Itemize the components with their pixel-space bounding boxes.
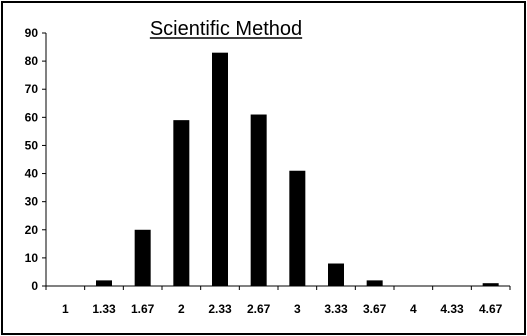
x-tick-label: 3.67 bbox=[363, 302, 387, 316]
x-tick-labels: 1 1.33 1.67 2 2.33 2.67 3 3.33 3.67 4 4.33 4.67 bbox=[62, 302, 503, 316]
x-axis bbox=[45, 285, 511, 290]
bar bbox=[173, 120, 190, 287]
x-tick-label: 1.67 bbox=[131, 302, 155, 316]
chart-title: Scientific Method bbox=[150, 18, 302, 40]
x-tick-label: 2 bbox=[178, 302, 185, 316]
y-tick-label: 80 bbox=[25, 54, 39, 68]
y-tick-label: 20 bbox=[25, 223, 39, 237]
y-axis bbox=[42, 32, 47, 287]
x-tick-label: 3 bbox=[294, 302, 301, 316]
x-tick-label: 4 bbox=[410, 302, 417, 316]
bar bbox=[96, 280, 112, 286]
y-tick-label: 90 bbox=[25, 26, 39, 40]
x-tick-label: 2.33 bbox=[208, 302, 232, 316]
bar bbox=[482, 283, 499, 286]
y-tick-label: 50 bbox=[25, 138, 39, 152]
y-tick-label: 0 bbox=[31, 279, 38, 293]
bars-group bbox=[96, 52, 499, 287]
bar bbox=[212, 52, 228, 286]
bar bbox=[366, 280, 383, 286]
bar bbox=[250, 114, 267, 287]
y-tick-labels: 0 10 20 30 40 50 60 70 80 90 bbox=[25, 26, 39, 293]
bar bbox=[134, 229, 151, 286]
y-tick-label: 10 bbox=[25, 251, 39, 265]
x-tick-label: 4.33 bbox=[440, 302, 464, 316]
y-tick-label: 40 bbox=[25, 167, 39, 181]
bar bbox=[328, 263, 344, 286]
x-tick-label: 3.33 bbox=[324, 302, 348, 316]
x-tick-label: 1.33 bbox=[92, 302, 116, 316]
y-tick-label: 30 bbox=[25, 195, 39, 209]
x-tick-label: 1 bbox=[62, 302, 69, 316]
x-tick-label: 2.67 bbox=[247, 302, 271, 316]
y-tick-label: 60 bbox=[25, 110, 39, 124]
x-tick-label: 4.67 bbox=[479, 302, 503, 316]
y-tick-label: 70 bbox=[25, 82, 39, 96]
bar bbox=[289, 170, 306, 286]
